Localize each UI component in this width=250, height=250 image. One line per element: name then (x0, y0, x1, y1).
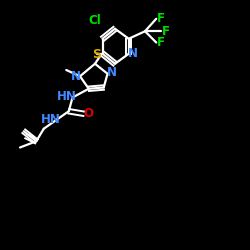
Text: N: N (107, 66, 117, 79)
Text: F: F (157, 12, 165, 25)
Text: HN: HN (57, 90, 77, 103)
Text: F: F (157, 36, 165, 49)
Text: N: N (70, 70, 81, 83)
Text: N: N (128, 47, 138, 60)
Text: O: O (84, 107, 94, 120)
Text: F: F (162, 25, 170, 38)
Text: Cl: Cl (88, 14, 101, 28)
Text: HN: HN (41, 113, 61, 126)
Text: S: S (92, 48, 102, 62)
